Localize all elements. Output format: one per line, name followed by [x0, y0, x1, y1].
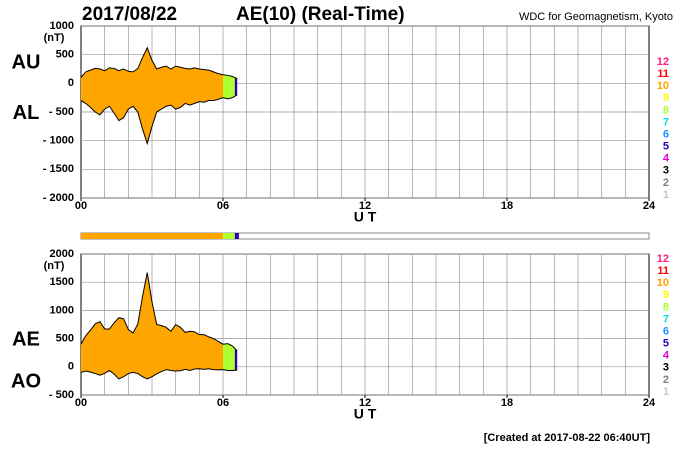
- x-axis-label: U T: [354, 406, 377, 422]
- x-tick-label: 18: [501, 397, 513, 409]
- series-line: [80, 272, 238, 352]
- legend-station-count: 6: [663, 128, 669, 140]
- legend-station-count: 1: [663, 386, 669, 398]
- series-line: [80, 46, 238, 80]
- x-tick-label: 06: [217, 200, 229, 212]
- series-name: AO: [11, 371, 41, 393]
- x-tick-label: 24: [643, 397, 656, 409]
- legend-station-count: 6: [663, 325, 669, 337]
- y-tick-label: - 1500: [43, 163, 74, 175]
- y-tick-label: 1000: [50, 20, 74, 32]
- x-axis-label: U T: [354, 209, 377, 225]
- legend-station-count: 11: [657, 68, 669, 80]
- x-tick-label: 18: [501, 200, 513, 212]
- coverage-fill: [81, 272, 223, 379]
- series-line: [80, 368, 238, 380]
- legend-station-count: 10: [657, 277, 669, 289]
- coverage-fill: [81, 47, 223, 144]
- y-tick-label: - 2000: [43, 192, 74, 204]
- y-tick-label: 2000: [50, 248, 74, 260]
- legend-station-count: 12: [657, 253, 669, 265]
- legend-station-count: 3: [663, 165, 669, 177]
- coverage-fill: [223, 343, 235, 371]
- y-axis-label: (nT): [44, 32, 65, 44]
- x-tick-label: 12: [359, 397, 371, 409]
- y-tick-label: 0: [68, 77, 74, 89]
- coverage-fill: [234, 77, 238, 97]
- y-axis-label: (nT): [44, 260, 65, 272]
- x-tick-label: 24: [643, 200, 656, 212]
- footer: [Created at 2017-08-22 06:40UT]: [484, 432, 651, 444]
- legend-station-count: 2: [663, 177, 669, 189]
- series-name: AU: [12, 51, 41, 73]
- coverage-fill: [223, 74, 235, 99]
- legend-station-count: 1: [663, 189, 669, 201]
- series-name: AE: [12, 328, 40, 350]
- y-tick-label: - 500: [49, 389, 74, 401]
- legend-station-count: 4: [663, 350, 670, 362]
- y-tick-label: 1500: [50, 276, 74, 288]
- x-tick-label: 12: [359, 200, 371, 212]
- legend-station-count: 4: [663, 153, 670, 165]
- y-tick-label: 1000: [50, 304, 74, 316]
- coverage-segment: [234, 233, 239, 239]
- title: AE(10) (Real-Time): [236, 4, 405, 25]
- y-tick-label: 0: [68, 361, 74, 373]
- legend-station-count: 7: [663, 116, 669, 128]
- source: WDC for Geomagnetism, Kyoto: [519, 11, 673, 23]
- y-tick-label: - 500: [49, 106, 74, 118]
- coverage-fill: [234, 348, 238, 371]
- legend-station-count: 7: [663, 313, 669, 325]
- x-tick-label: 06: [217, 397, 229, 409]
- date: 2017/08/22: [82, 4, 177, 25]
- legend-station-count: 8: [663, 301, 669, 313]
- x-tick-label: 00: [75, 200, 87, 212]
- legend-station-count: 3: [663, 362, 669, 374]
- legend-station-count: 10: [657, 80, 669, 92]
- y-tick-label: - 1000: [43, 135, 74, 147]
- legend-station-count: 11: [657, 265, 669, 277]
- y-tick-label: 500: [56, 333, 74, 345]
- x-tick-label: 00: [75, 397, 87, 409]
- legend-station-count: 5: [663, 141, 669, 153]
- legend-station-count: 9: [663, 92, 669, 104]
- coverage-segment: [223, 233, 235, 239]
- legend-station-count: 2: [663, 374, 669, 386]
- legend-station-count: 5: [663, 338, 669, 350]
- legend-station-count: 12: [657, 56, 669, 68]
- series-line: [80, 94, 238, 146]
- y-tick-label: 500: [56, 49, 74, 61]
- legend-station-count: 8: [663, 104, 669, 116]
- series-name: AL: [13, 102, 40, 124]
- coverage-segment: [81, 233, 223, 239]
- legend-station-count: 9: [663, 289, 669, 301]
